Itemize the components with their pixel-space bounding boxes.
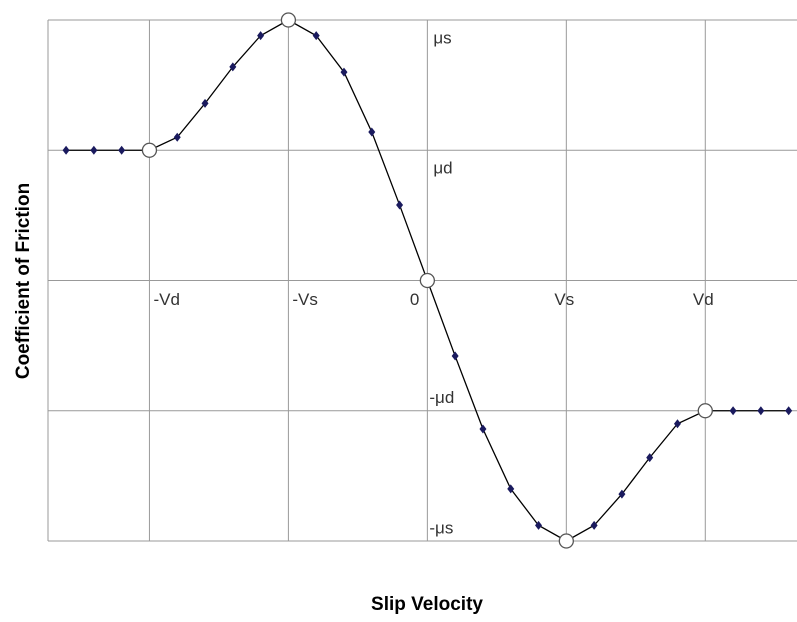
point	[535, 520, 543, 530]
point	[118, 145, 126, 155]
y-tick-label: μs	[433, 28, 451, 47]
point	[646, 453, 654, 463]
point	[62, 145, 70, 155]
point	[729, 406, 737, 416]
point	[618, 489, 626, 499]
y-tick-label: μd	[433, 159, 452, 178]
y-axis-label: Coefficient of Friction	[13, 183, 34, 379]
point	[396, 200, 404, 210]
x-tick-label: Vd	[693, 290, 714, 309]
point	[229, 62, 237, 72]
x-tick-label: -Vd	[153, 290, 179, 309]
point	[785, 406, 793, 416]
x-tick-label: Vs	[554, 290, 574, 309]
point	[479, 424, 487, 434]
key-point	[280, 12, 297, 28]
y-tick-label: -μd	[429, 388, 454, 407]
x-tick-label: 0	[410, 290, 419, 309]
y-tick-label: -μs	[429, 518, 453, 537]
point	[590, 520, 598, 530]
point	[201, 98, 209, 108]
point	[673, 419, 681, 429]
point	[507, 484, 515, 494]
point	[173, 132, 181, 142]
point	[312, 31, 320, 41]
x-axis-label: Slip Velocity	[371, 594, 483, 615]
key-point	[697, 403, 713, 419]
key-point	[419, 272, 436, 289]
point	[451, 351, 459, 361]
point	[757, 406, 765, 416]
point	[368, 127, 376, 137]
key-point	[141, 142, 158, 158]
x-tick-label: -Vs	[292, 290, 318, 309]
key-point	[558, 533, 574, 549]
point	[340, 67, 348, 77]
point	[90, 145, 98, 155]
point	[257, 31, 265, 41]
